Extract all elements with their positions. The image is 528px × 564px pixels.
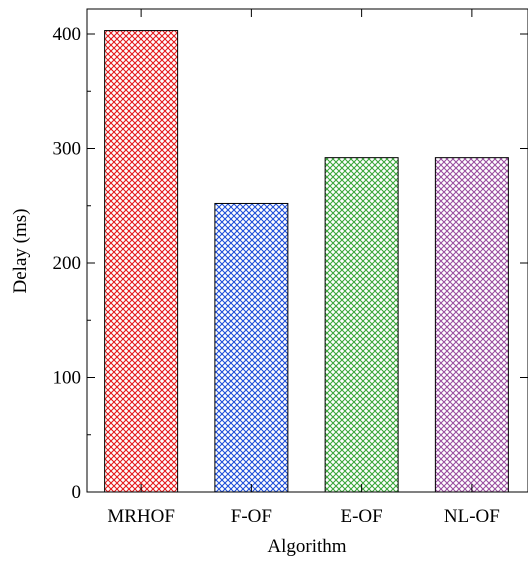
bar-nl-of: [435, 158, 508, 492]
y-tick-label: 400: [53, 24, 82, 45]
y-tick-label: 100: [53, 368, 82, 389]
x-tick-label: E-OF: [341, 506, 383, 527]
bar-e-of: [325, 158, 398, 492]
x-tick-label: NL-OF: [444, 506, 500, 527]
y-axis-label: Delay (ms): [10, 209, 31, 294]
bar-f-of: [215, 203, 288, 492]
y-tick-label: 200: [53, 253, 82, 274]
x-axis-label: Algorithm: [267, 536, 346, 557]
x-tick-label: F-OF: [231, 506, 272, 527]
x-tick-label: MRHOF: [107, 506, 175, 527]
bars-group: [105, 31, 509, 492]
y-tick-label: 0: [72, 482, 82, 503]
bar-mrhof: [105, 31, 178, 492]
y-tick-label: 300: [53, 139, 82, 160]
